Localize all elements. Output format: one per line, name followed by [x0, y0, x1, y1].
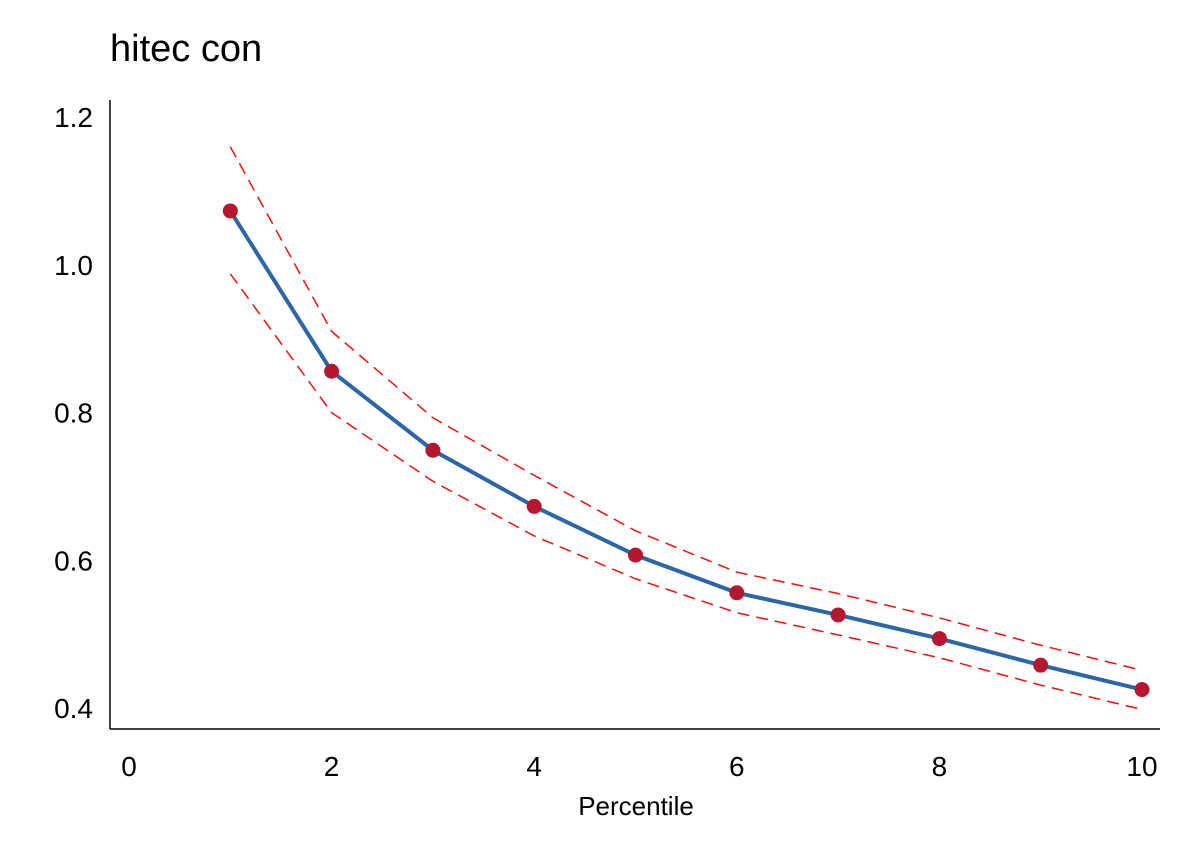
confidence-bands: [229, 146, 1143, 711]
data-point: [931, 631, 947, 647]
x-tick-label: 6: [729, 751, 745, 782]
y-tick-labels: 0.4 0.6 0.8 1.0 1.2: [54, 102, 93, 724]
data-point: [324, 363, 340, 379]
y-tick-label: 1.2: [54, 102, 93, 133]
upper-bound-line: [229, 146, 1143, 672]
data-point: [526, 498, 542, 514]
x-tick-label: 4: [526, 751, 542, 782]
x-tick-label: 2: [324, 751, 340, 782]
y-tick-label: 0.4: [54, 693, 93, 724]
y-tick-label: 0.8: [54, 398, 93, 429]
x-tick-label: 10: [1126, 751, 1157, 782]
x-tick-label: 0: [121, 751, 137, 782]
y-tick-label: 0.6: [54, 545, 93, 576]
data-point: [1033, 657, 1049, 673]
estimate-line: [228, 209, 1143, 692]
x-axis-title: Percentile: [578, 791, 694, 821]
data-points: [222, 203, 1150, 698]
data-point: [425, 442, 441, 458]
x-tick-label: 8: [932, 751, 948, 782]
data-point: [830, 607, 846, 623]
lower-bound-line: [229, 273, 1143, 711]
estimate-line-path: [228, 209, 1143, 692]
data-point: [222, 203, 238, 219]
data-point: [628, 547, 643, 563]
chart-title: hitec con: [110, 28, 263, 70]
data-point: [729, 585, 745, 601]
x-tick-labels: 0 2 4 6 8 10: [121, 751, 1157, 782]
y-tick-label: 1.0: [54, 250, 93, 281]
data-point: [1134, 682, 1150, 698]
